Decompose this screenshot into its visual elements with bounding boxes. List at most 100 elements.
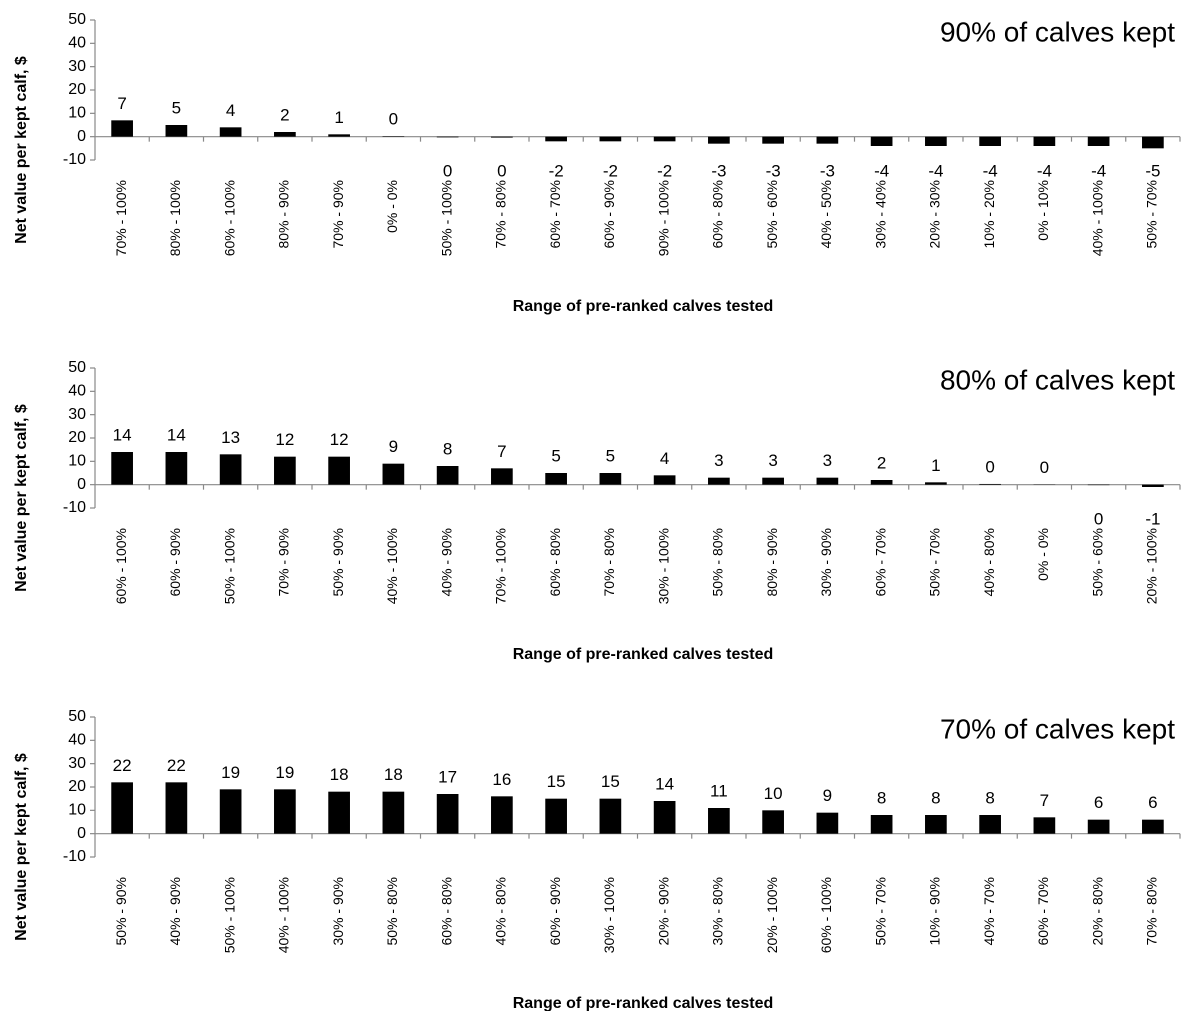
bar: [1087, 819, 1110, 834]
x-tick-label: 40% - 90%: [438, 528, 454, 596]
bar: [491, 468, 513, 485]
x-tick-label: 30% - 90%: [818, 528, 834, 596]
y-tick-label: 10: [68, 105, 86, 122]
bar: [382, 463, 405, 485]
x-axis-label: Range of pre-ranked calves tested: [513, 995, 774, 1011]
bar: [545, 136, 567, 142]
value-label: -3: [820, 161, 835, 180]
value-label: 7: [1040, 791, 1049, 810]
x-tick-label: 30% - 90%: [330, 877, 346, 945]
x-tick-label: 60% - 100%: [818, 877, 834, 953]
x-tick-label: 60% - 100%: [113, 528, 129, 604]
x-tick-label: 60% - 80%: [438, 877, 454, 945]
value-label: -4: [874, 161, 889, 180]
value-label: 12: [330, 430, 349, 449]
x-tick-label: 60% - 70%: [1035, 877, 1051, 945]
value-label: -2: [549, 161, 564, 180]
bar: [1087, 136, 1110, 146]
y-tick-label: 10: [68, 453, 86, 470]
y-tick-label: 0: [77, 825, 86, 842]
value-label: 15: [547, 772, 566, 791]
x-tick-label: 90% - 100%: [655, 180, 671, 256]
bar: [708, 808, 730, 834]
x-tick-label: 20% - 30%: [927, 180, 943, 248]
y-tick-label: 0: [77, 128, 86, 145]
bar: [653, 801, 676, 834]
value-label: 14: [655, 774, 674, 793]
bar: [219, 789, 242, 834]
y-axis-label: Net value per kept calf, $: [13, 56, 30, 244]
bar: [599, 798, 622, 834]
x-tick-label: 40% - 100%: [384, 528, 400, 604]
bar: [545, 473, 567, 485]
value-label: 16: [492, 770, 511, 789]
x-tick-label: 10% - 20%: [981, 180, 997, 248]
y-tick-label: 40: [68, 383, 86, 400]
y-tick-label: 40: [68, 35, 86, 52]
bar: [219, 454, 242, 485]
y-tick-label: 30: [68, 406, 86, 423]
bar: [436, 794, 459, 834]
x-tick-label: 70% - 100%: [493, 528, 509, 604]
value-label: -4: [1037, 161, 1052, 180]
value-label: 15: [601, 772, 620, 791]
chart-panel: 70% of calves kept Net value per kept cal…: [13, 708, 1181, 1011]
x-tick-label: 30% - 100%: [655, 528, 671, 604]
value-label: -3: [766, 161, 781, 180]
bar: [762, 810, 784, 834]
chart-title: 80% of calves kept: [940, 364, 1175, 395]
x-tick-label: 0% - 10%: [1035, 180, 1051, 241]
value-label: 9: [823, 786, 832, 805]
x-tick-label: 50% - 100%: [221, 877, 237, 953]
value-label: 13: [221, 428, 240, 447]
x-tick-label: 20% - 100%: [764, 877, 780, 953]
bar: [111, 452, 133, 485]
value-label: 19: [221, 763, 240, 782]
value-label: 6: [1148, 793, 1157, 812]
bar: [653, 475, 676, 485]
x-tick-label: 30% - 40%: [872, 180, 888, 248]
x-tick-label: 60% - 90%: [601, 180, 617, 248]
value-label: -2: [657, 161, 672, 180]
bar: [1142, 819, 1164, 834]
value-label: -5: [1145, 161, 1160, 180]
value-label: 18: [330, 765, 349, 784]
value-label: 7: [117, 94, 126, 113]
bar: [165, 452, 188, 485]
value-label: -2: [603, 161, 618, 180]
y-tick-label: 30: [68, 58, 86, 75]
x-tick-label: 50% - 70%: [872, 877, 888, 945]
bar: [436, 466, 459, 485]
bar: [1033, 817, 1056, 834]
value-label: 8: [877, 788, 886, 807]
x-tick-label: 50% - 60%: [1089, 528, 1105, 596]
bar: [816, 812, 839, 834]
y-tick-label: 30: [68, 755, 86, 772]
bar: [870, 815, 893, 834]
y-tick-label: 20: [68, 429, 86, 446]
value-label: 4: [226, 101, 235, 120]
y-tick-label: 20: [68, 778, 86, 795]
value-label: 5: [606, 446, 615, 465]
x-tick-label: 60% - 100%: [221, 180, 237, 256]
x-tick-label: 50% - 100%: [438, 180, 454, 256]
value-label: 8: [985, 788, 994, 807]
value-label: -1: [1145, 509, 1160, 528]
bar: [1033, 136, 1056, 146]
y-tick-label: 40: [68, 732, 86, 749]
value-label: 11: [710, 781, 728, 800]
x-tick-label: 60% - 90%: [547, 877, 563, 945]
x-tick-label: 40% - 80%: [493, 877, 509, 945]
value-label: 0: [497, 161, 506, 180]
value-label: 22: [113, 756, 132, 775]
x-tick-label: 10% - 90%: [927, 877, 943, 945]
bar: [491, 796, 513, 834]
x-tick-label: 60% - 70%: [547, 180, 563, 248]
bar: [979, 483, 1001, 485]
value-label: 3: [714, 451, 723, 470]
bar: [219, 127, 242, 137]
value-label: 3: [768, 451, 777, 470]
x-tick-label: 20% - 90%: [655, 877, 671, 945]
bar: [328, 456, 350, 485]
bar: [708, 136, 730, 144]
